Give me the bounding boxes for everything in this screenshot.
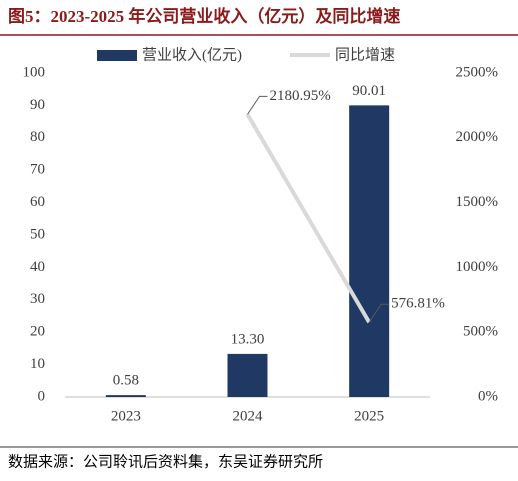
y-tick-label: 80 xyxy=(30,129,45,145)
y2-tick-label: 0% xyxy=(478,388,498,404)
y-tick-label: 50 xyxy=(30,226,45,242)
y-tick-label: 90 xyxy=(30,97,45,113)
y-tick-label: 100 xyxy=(23,64,46,80)
data-label: 2180.95% xyxy=(270,88,331,104)
y2-tick-label: 2500% xyxy=(456,64,499,80)
data-label: 576.81% xyxy=(391,296,445,312)
bar xyxy=(227,353,268,397)
y-tick-label: 20 xyxy=(30,324,45,340)
x-tick-label: 2025 xyxy=(354,408,384,424)
data-label: 13.30 xyxy=(231,331,265,347)
y-tick-label: 60 xyxy=(30,194,45,210)
data-label: 90.01 xyxy=(352,83,386,99)
y2-tick-label: 1500% xyxy=(456,194,499,210)
bar xyxy=(349,105,390,397)
y2-tick-label: 2000% xyxy=(456,129,499,145)
x-tick-label: 2024 xyxy=(233,408,264,424)
y2-tick-label: 1000% xyxy=(456,259,499,275)
legend-label: 营业收入(亿元) xyxy=(142,46,242,63)
legend-label: 同比增速 xyxy=(335,46,395,63)
data-label: 0.58 xyxy=(113,373,139,389)
chart-title: 图5：2023-2025 年公司营业收入（亿元）及同比增速 xyxy=(8,6,400,26)
leader-line xyxy=(368,303,390,323)
line xyxy=(245,113,371,324)
x-tick-label: 2023 xyxy=(111,408,141,424)
y-tick-label: 30 xyxy=(30,291,45,307)
y-tick-label: 10 xyxy=(30,356,45,372)
y-tick-label: 70 xyxy=(30,162,45,178)
bar xyxy=(105,395,146,397)
legend-swatch xyxy=(97,50,137,61)
y2-tick-label: 500% xyxy=(463,324,498,340)
leader-line xyxy=(247,95,268,115)
y-tick-label: 0 xyxy=(38,388,46,404)
y-tick-label: 40 xyxy=(30,259,45,275)
source: 数据来源：公司聆讯后资料集，东吴证券研究所 xyxy=(8,453,323,470)
